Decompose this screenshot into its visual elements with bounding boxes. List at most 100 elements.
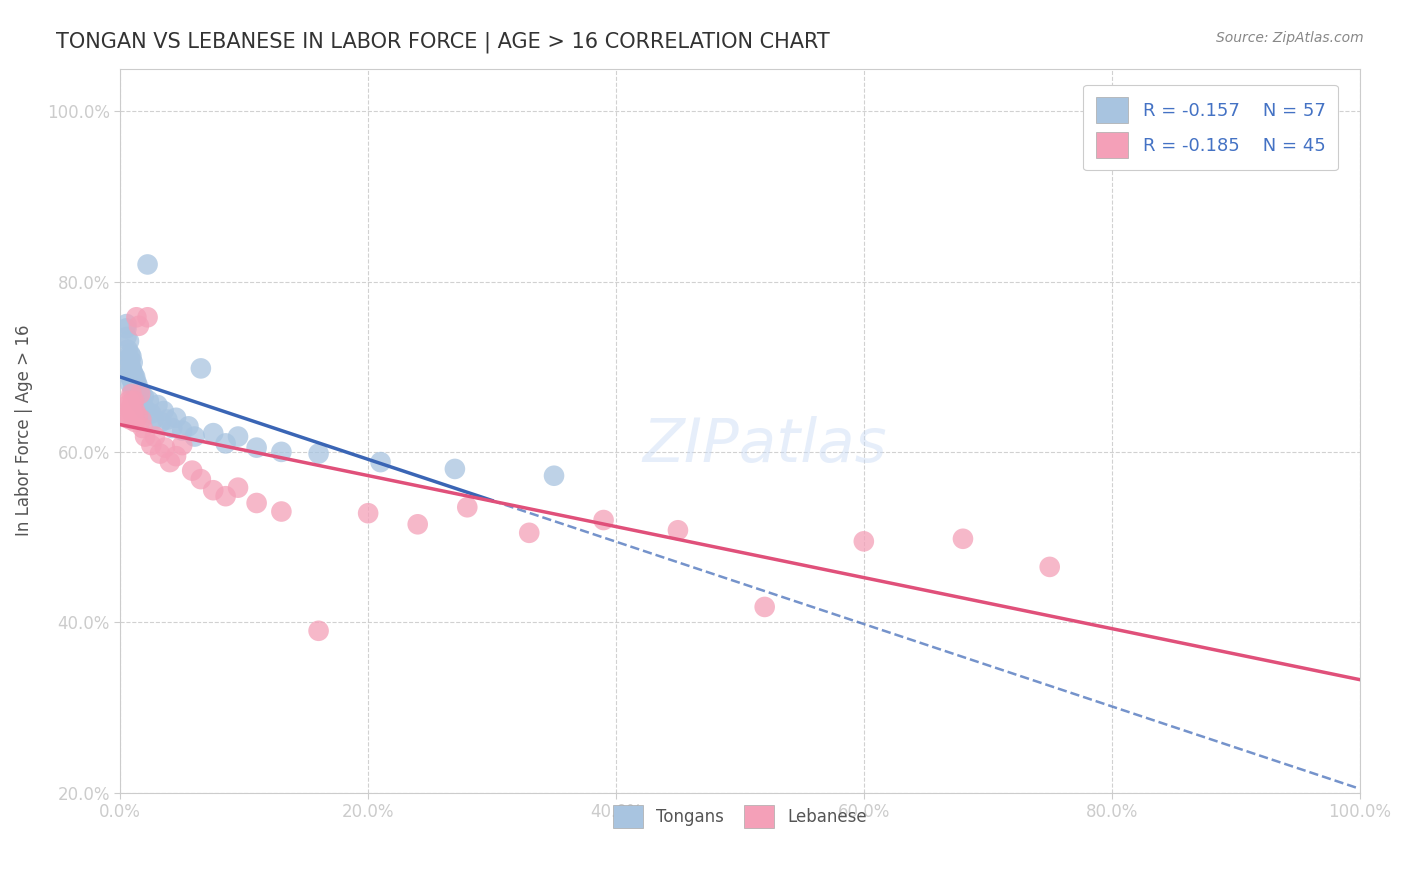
Point xyxy=(131,421,153,435)
Point xyxy=(120,372,142,386)
Point xyxy=(121,374,143,388)
Point xyxy=(270,445,292,459)
Point xyxy=(165,410,187,425)
Point xyxy=(517,525,540,540)
Point xyxy=(124,370,146,384)
Point xyxy=(214,489,236,503)
Point xyxy=(121,355,143,369)
Point xyxy=(370,455,392,469)
Point xyxy=(136,257,159,271)
Point xyxy=(150,415,173,429)
Point xyxy=(122,368,145,383)
Point xyxy=(117,343,139,357)
Legend: Tongans, Lebanese: Tongans, Lebanese xyxy=(606,798,873,835)
Point xyxy=(592,513,614,527)
Point xyxy=(165,449,187,463)
Point xyxy=(308,624,330,638)
Point xyxy=(131,387,153,401)
Point xyxy=(115,321,138,335)
Point xyxy=(120,355,142,369)
Point xyxy=(666,523,689,537)
Point xyxy=(132,390,155,404)
Point xyxy=(146,398,169,412)
Point xyxy=(131,398,153,412)
Point xyxy=(406,517,429,532)
Point xyxy=(142,412,165,426)
Point xyxy=(134,429,156,443)
Point xyxy=(124,415,146,429)
Point xyxy=(190,472,212,486)
Point xyxy=(121,365,143,379)
Point xyxy=(136,310,159,325)
Text: TONGAN VS LEBANESE IN LABOR FORCE | AGE > 16 CORRELATION CHART: TONGAN VS LEBANESE IN LABOR FORCE | AGE … xyxy=(56,31,830,53)
Point xyxy=(118,393,141,408)
Point xyxy=(246,441,269,455)
Point xyxy=(141,438,163,452)
Point xyxy=(128,384,150,398)
Point xyxy=(852,534,875,549)
Point xyxy=(118,351,141,366)
Point xyxy=(115,317,138,331)
Point xyxy=(141,407,163,421)
Point xyxy=(120,402,142,417)
Point xyxy=(172,438,194,452)
Point xyxy=(122,393,145,408)
Point xyxy=(122,378,145,392)
Point xyxy=(156,412,179,426)
Point xyxy=(456,500,478,515)
Point xyxy=(131,412,153,426)
Point xyxy=(152,404,174,418)
Point xyxy=(118,368,141,383)
Point xyxy=(124,381,146,395)
Point xyxy=(127,378,149,392)
Point xyxy=(124,404,146,418)
Point xyxy=(162,421,184,435)
Point xyxy=(117,359,139,374)
Point xyxy=(129,387,152,401)
Point xyxy=(128,393,150,408)
Point xyxy=(172,424,194,438)
Y-axis label: In Labor Force | Age > 16: In Labor Force | Age > 16 xyxy=(15,325,32,536)
Point xyxy=(177,419,200,434)
Point xyxy=(127,390,149,404)
Point xyxy=(308,447,330,461)
Point xyxy=(183,429,205,443)
Point xyxy=(120,361,142,376)
Point xyxy=(120,350,142,364)
Point xyxy=(117,398,139,412)
Point xyxy=(1039,560,1062,574)
Point xyxy=(202,483,225,498)
Point xyxy=(129,395,152,409)
Point xyxy=(149,447,172,461)
Point xyxy=(444,462,467,476)
Point xyxy=(159,455,181,469)
Point xyxy=(125,310,148,325)
Point xyxy=(214,436,236,450)
Text: ZIPatlas: ZIPatlas xyxy=(643,416,887,475)
Point xyxy=(120,387,142,401)
Point xyxy=(754,599,776,614)
Point xyxy=(138,393,160,408)
Point xyxy=(226,429,249,443)
Point xyxy=(143,429,166,443)
Text: Source: ZipAtlas.com: Source: ZipAtlas.com xyxy=(1216,31,1364,45)
Point xyxy=(120,398,142,412)
Point xyxy=(118,407,141,421)
Point xyxy=(125,375,148,389)
Point xyxy=(270,504,292,518)
Point xyxy=(120,364,142,378)
Point xyxy=(246,496,269,510)
Point xyxy=(202,426,225,441)
Point xyxy=(357,506,380,520)
Point xyxy=(952,532,974,546)
Point xyxy=(115,410,138,425)
Point xyxy=(115,330,138,344)
Point xyxy=(120,347,142,361)
Point xyxy=(181,464,204,478)
Point xyxy=(153,441,176,455)
Point xyxy=(120,376,142,391)
Point xyxy=(118,334,141,348)
Point xyxy=(543,468,565,483)
Point xyxy=(190,361,212,376)
Point xyxy=(226,481,249,495)
